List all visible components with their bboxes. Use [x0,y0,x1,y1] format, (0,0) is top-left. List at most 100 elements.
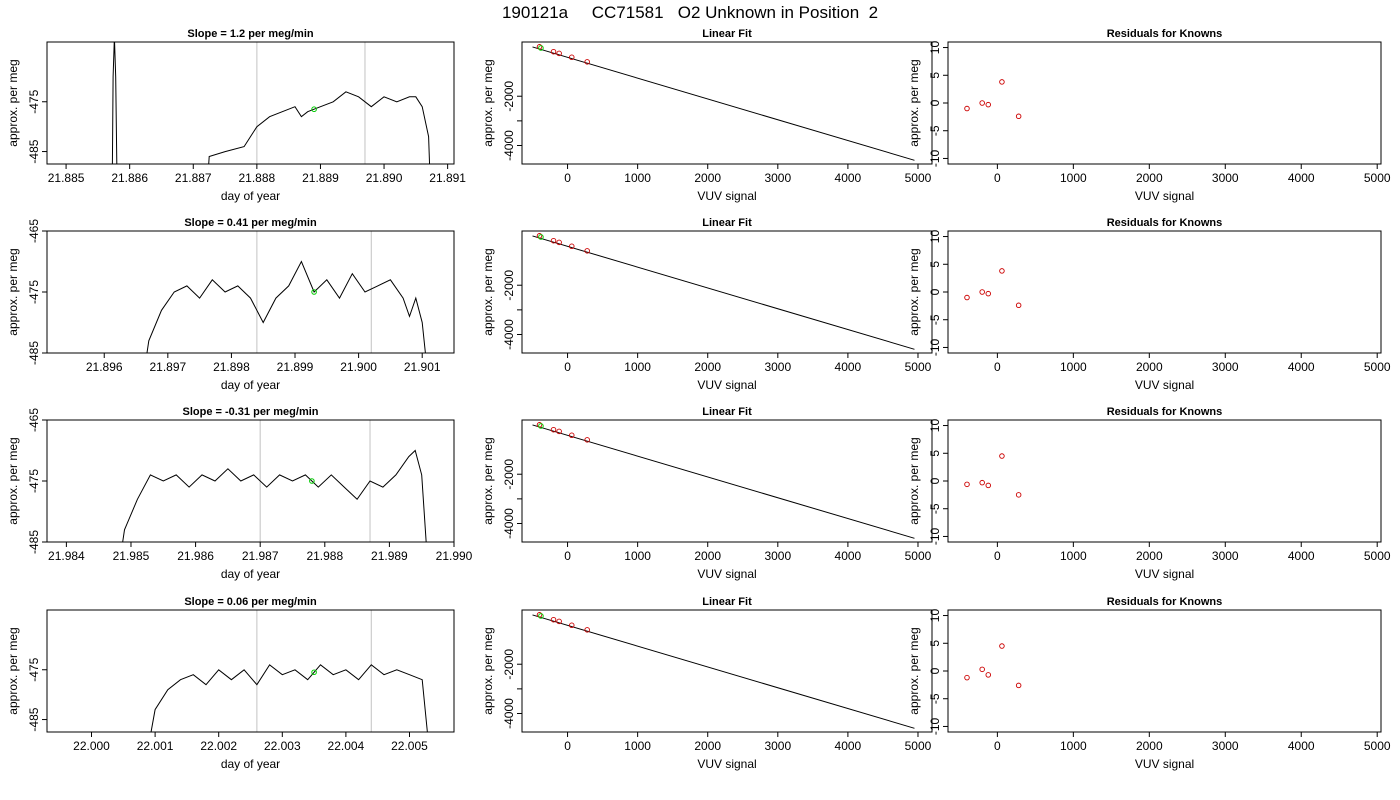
known-point-2 [550,237,557,244]
x-axis-label: VUV signal [697,378,756,392]
y-axis-label: approx. per meg [481,248,495,335]
data-trace-1 [122,449,427,542]
y-tick-label: -485 [27,341,41,365]
x-tick-label: 22.003 [264,739,301,753]
chart-panel-1: Slope = 1.2 per meg/min 21.885 21.886 21.88… [6,28,466,203]
panel-title: Slope = 0.06 per meg/min [184,596,317,608]
chart-panel-4: Slope = 0.41 per meg/min 21.896 21.897 21.8… [6,217,455,392]
x-tick-label: 21.986 [177,549,214,563]
data-trace-1 [111,42,431,164]
x-tick-label: 5000 [1364,739,1391,753]
chart-panel-5: Linear Fit 0 1000 2000 3000 4000 5000 -4000 -200… [481,217,933,392]
plot-frame [46,41,455,165]
x-tick-label: 21.988 [306,549,343,563]
known-point-3 [556,239,562,246]
x-tick-label: 2000 [1136,739,1163,753]
y-tick-label: 0 [928,667,942,674]
panel-title: Linear Fit [702,28,752,40]
x-tick-label: 1000 [1060,549,1087,563]
y-tick-label: 10 [928,230,942,244]
fit-line [532,46,915,161]
x-tick-label: 21.899 [277,360,314,374]
x-tick-label: 0 [564,549,571,563]
x-tick-label: 21.985 [113,549,150,563]
panel-title: Residuals for Knowns [1107,596,1223,608]
x-tick-label: 1000 [624,171,651,185]
y-tick-label: -485 [27,707,41,731]
known-point-5 [584,59,590,65]
residual-point-4 [999,453,1005,459]
chart-panel-7: Slope = -0.31 per meg/min 21.984 21.985 21.… [6,406,473,581]
chart-panel-9: Residuals for Knowns 0 1000 2000 3000 4000 500… [907,406,1391,581]
y-tick-label: 5 [928,72,942,79]
known-point-4 [569,54,575,61]
unknown-point [538,45,544,51]
x-tick-label: 5000 [1364,549,1391,563]
x-tick-label: 21.896 [86,360,123,374]
x-axis-label: VUV signal [1135,378,1194,392]
plot-area [150,610,428,732]
known-point-3 [556,618,562,625]
y-tick-label: -465 [27,219,41,243]
y-axis-label: approx. per meg [907,437,921,524]
x-tick-label: 1000 [624,549,651,563]
panel-title: Linear Fit [702,596,752,608]
unknown-mean-marker [311,106,317,113]
plot-frame [521,230,933,354]
panel-title: Residuals for Knowns [1107,406,1223,418]
y-tick-label: -475 [27,280,41,304]
residual-point-2 [979,479,985,486]
residual-point-5 [1015,492,1022,498]
residual-point-3 [985,101,992,108]
residual-point-2 [979,666,985,673]
y-tick-label: -10 [928,338,942,356]
x-tick-label: 5000 [905,739,932,753]
plot-area [532,233,915,350]
y-tick-label: -5 [928,314,942,325]
panel-title: Slope = 0.41 per meg/min [184,217,317,229]
known-point-1 [536,233,543,239]
residual-point-4 [999,643,1005,649]
plot-frame [46,609,455,733]
y-tick-label: 0 [928,99,942,106]
x-tick-label: 0 [994,549,1001,563]
x-tick-label: 21.898 [213,360,250,374]
panel-title: Residuals for Knowns [1107,217,1223,229]
residual-point-1 [964,294,970,301]
plot-frame [521,609,933,733]
y-tick-label: -2000 [502,81,516,112]
plot-area [532,44,915,161]
plot-area [964,268,1022,309]
x-tick-label: 22.004 [328,739,365,753]
x-tick-label: 21.989 [371,549,408,563]
x-tick-label: 0 [564,360,571,374]
x-tick-label: 4000 [1288,739,1315,753]
y-axis-label: approx. per meg [6,437,20,524]
y-tick-label: -4000 [502,508,516,539]
x-tick-label: 22.002 [200,739,237,753]
x-tick-label: 5000 [905,171,932,185]
chart-panel-11: Linear Fit 0 1000 2000 3000 4000 5000 -4000 -200… [481,596,933,771]
x-tick-label: 3000 [1212,360,1239,374]
x-tick-label: 1000 [1060,360,1087,374]
plot-area [146,231,426,353]
y-tick-label: -475 [27,89,41,113]
x-tick-label: 3000 [764,171,791,185]
x-axis-label: VUV signal [1135,757,1194,771]
x-tick-label: 4000 [835,549,862,563]
unknown-point [538,423,544,429]
known-point-4 [569,622,575,629]
y-tick-label: -5 [928,503,942,514]
y-tick-label: -5 [928,693,942,704]
y-tick-label: -485 [27,530,41,554]
x-axis-label: VUV signal [1135,567,1194,581]
x-tick-label: 21.885 [48,171,85,185]
x-tick-label: 0 [564,739,571,753]
residual-point-1 [964,674,970,681]
chart-panel-8: Linear Fit 0 1000 2000 3000 4000 5000 -4000 -200… [481,406,933,581]
plot-frame [947,41,1382,165]
x-axis-label: day of year [221,189,280,203]
x-tick-label: 22.001 [137,739,174,753]
y-axis-label: approx. per meg [907,248,921,335]
residual-point-2 [979,289,985,295]
